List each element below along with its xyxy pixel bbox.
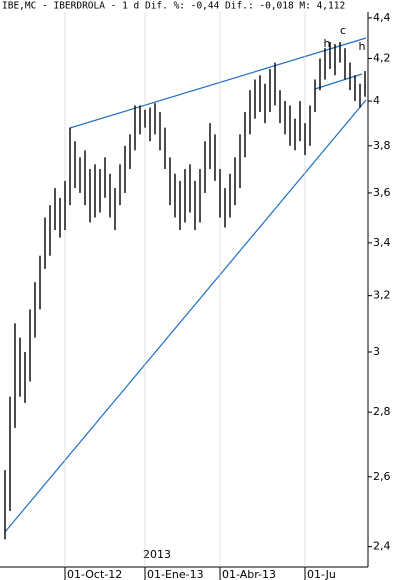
y-tick-label: 3 [373,345,380,358]
neckline [314,73,363,90]
annotation: h [359,40,366,53]
annotation: c [340,24,346,37]
x-tick-label: 01-Oct-12 [67,568,122,580]
y-tick-label: 2,4 [373,540,391,553]
y-tick-label: 3,4 [373,236,391,249]
y-tick-label: 3,8 [373,139,391,152]
upper-trend-line [69,37,367,129]
y-tick-label: 4 [373,94,380,107]
y-tick-label: 2,8 [373,405,391,418]
y-tick-label: 2,6 [373,470,391,483]
x-tick-label: 01-Ene-13 [147,568,204,580]
x-tick-label: 01-Ju [307,568,336,580]
chart-title: IBE,MC - IBERDROLA - 1 d Dif. %: -0,44 D… [2,1,345,12]
y-tick-label: 3,6 [373,186,391,199]
x-tick-label: 01-Abr-13 [222,568,276,580]
y-tick-label: 4,4 [373,11,391,24]
y-tick-label: 3,2 [373,289,391,302]
annotation: h [324,37,331,50]
year-label: 2013 [143,548,171,561]
y-tick-label: 4,2 [373,51,391,64]
